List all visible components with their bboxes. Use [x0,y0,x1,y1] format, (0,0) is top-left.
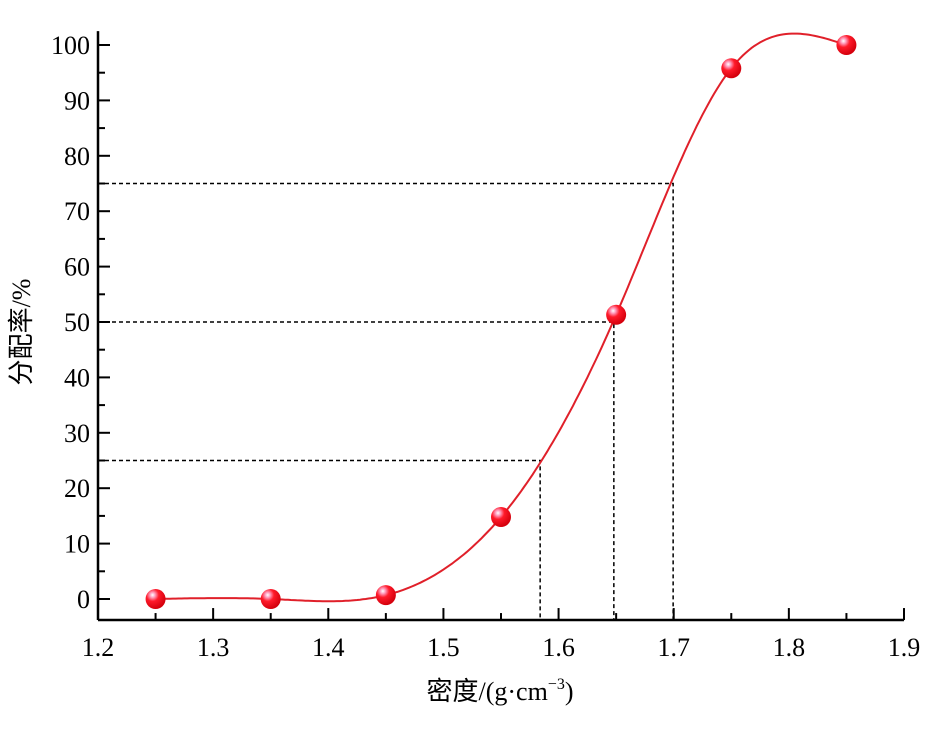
data-points [145,35,857,609]
y-tick-label: 70 [64,197,90,226]
y-tick-label: 40 [64,363,90,392]
x-axis-title-main: 密度/(g·cm [426,677,547,706]
reference-lines [98,182,674,621]
x-axis-title: 密度/(g·cm−3) [426,676,573,706]
reference-line [98,182,674,621]
x-tick-label: 1.9 [888,633,921,662]
axes [96,31,905,622]
x-tick-labels: 1.2 1.3 1.4 1.5 1.6 1.7 1.8 1.9 [82,633,921,662]
y-tick-label: 50 [64,308,90,337]
data-point [375,585,396,606]
y-tick-label: 90 [64,86,90,115]
x-axis-title-end: ) [565,677,574,706]
x-tick-label: 1.8 [773,633,806,662]
data-point [145,589,166,609]
y-tick-label: 0 [77,585,90,614]
y-tick-label: 30 [64,419,90,448]
y-tick-label: 80 [64,142,90,171]
y-tick-label: 100 [51,31,90,60]
data-point [491,507,511,528]
y-tick-label: 60 [64,253,90,282]
x-tick-label: 1.6 [542,633,575,662]
data-point [721,58,742,79]
y-tick-label: 20 [64,474,90,503]
y-tick-label: 10 [64,530,90,559]
reference-line [98,459,541,621]
x-tick-label: 1.7 [657,633,690,662]
y-axis-title: 分配率/% [7,279,36,386]
x-tick-label: 1.5 [427,633,460,662]
x-axis-title-sup: −3 [548,676,565,693]
x-tick-label: 1.4 [312,633,345,662]
x-tick-label: 1.2 [82,633,115,662]
data-point [260,589,281,609]
reference-line [98,321,615,621]
data-point [606,304,627,325]
x-tick-label: 1.3 [197,633,230,662]
y-tick-labels: 0 10 20 30 40 50 60 70 80 90 100 [51,31,90,614]
data-point [836,35,857,55]
